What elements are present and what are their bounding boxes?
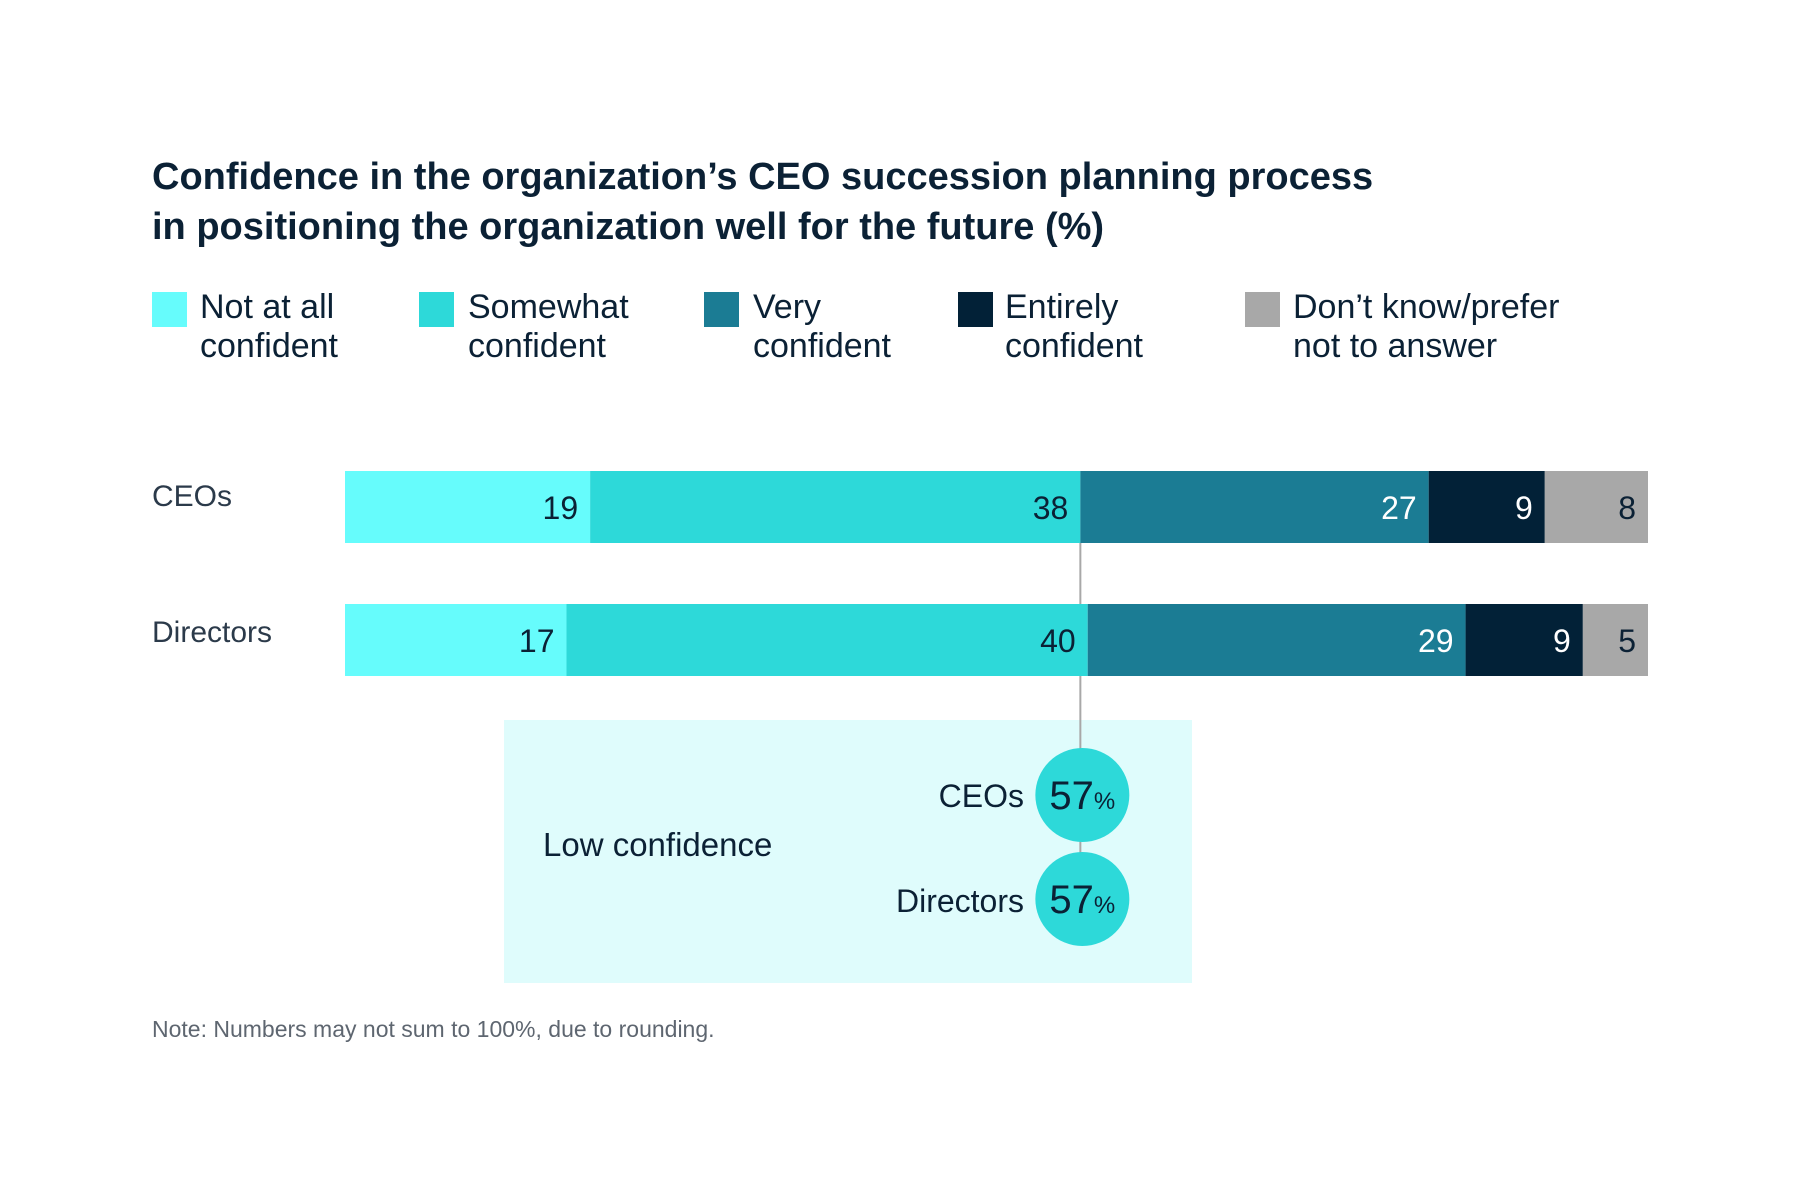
bar-segment [1465, 604, 1583, 676]
bar-segment [1582, 604, 1648, 676]
bar-segment [345, 604, 567, 676]
legend-label-dont-know: Don’t know/prefer not to answer [1293, 288, 1560, 365]
bar-segment [590, 471, 1081, 543]
legend-swatch-dont-know [1245, 292, 1280, 327]
low-confidence-title: Low confidence [543, 826, 773, 863]
bar-value-label: 40 [1040, 623, 1076, 659]
low-confidence-ceos-label: CEOs [938, 778, 1024, 814]
bar-segment [1428, 471, 1545, 543]
bar-value-label: 8 [1618, 490, 1636, 526]
bar-value-label: 17 [519, 623, 555, 659]
bar-segment [1087, 604, 1466, 676]
legend-swatch-not-at-all [152, 292, 187, 327]
chart-title-line-2: in positioning the organization well for… [152, 206, 1105, 248]
low-confidence-bubble [1035, 852, 1130, 946]
bar-value-label: 9 [1515, 490, 1533, 526]
legend-swatch-very [704, 292, 739, 327]
bar-value-label: 38 [1033, 490, 1069, 526]
chart-title-line-1: Confidence in the organization’s CEO suc… [152, 156, 1374, 198]
bar-value-label: 9 [1553, 623, 1571, 659]
row-label-ceos: CEOs [152, 480, 233, 513]
legend-label-entirely: Entirely confident [1005, 288, 1143, 365]
low-confidence-bubble [1035, 748, 1130, 842]
row-label-directors: Directors [152, 616, 273, 649]
percent-sign: % [1094, 892, 1115, 919]
legend-swatch-entirely [958, 292, 993, 327]
bar-segment [566, 604, 1088, 676]
bar-value-label: 19 [543, 490, 579, 526]
legend-label-not-at-all: Not at all confident [200, 288, 338, 365]
bar-segment [1544, 471, 1648, 543]
bar-value-label: 5 [1618, 623, 1636, 659]
low-confidence-directors-label: Directors [895, 883, 1024, 919]
bar-segment [1080, 471, 1429, 543]
percent-sign: % [1094, 788, 1115, 815]
legend-swatch-somewhat [419, 292, 454, 327]
bar-value-label: 29 [1418, 623, 1454, 659]
chart-title: Confidence in the organization’s CEO suc… [152, 152, 1373, 252]
footnote: Note: Numbers may not sum to 100%, due t… [152, 1016, 715, 1042]
legend-label-somewhat: Somewhat confident [468, 288, 629, 365]
bar-value-label: 27 [1381, 490, 1417, 526]
bar-segment [345, 471, 591, 543]
legend-label-very: Very confident [753, 288, 891, 365]
